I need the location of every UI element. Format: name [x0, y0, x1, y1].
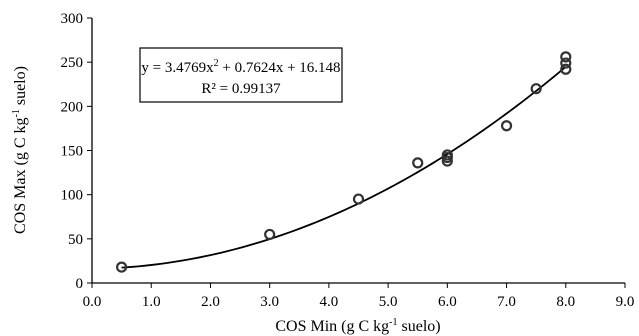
trendline	[121, 66, 567, 269]
trend-equation-box: y = 3.4769x2 + 0.7624x + 16.148 R² = 0.9…	[139, 47, 343, 103]
data-point	[530, 83, 542, 95]
y-tick-label: 50	[68, 232, 83, 248]
x-tick-label: 2.0	[201, 294, 220, 310]
r-squared: R² = 0.99137	[201, 81, 281, 97]
trend-equation: y = 3.4769x2 + 0.7624x + 16.148	[141, 58, 340, 76]
x-tick-label: 4.0	[320, 294, 339, 310]
x-tick-label: 8.0	[556, 294, 575, 310]
y-axis-title: COS Max (g C kg-1 suelo)	[11, 66, 29, 234]
data-point	[264, 228, 276, 241]
y-tick-label: 0	[76, 276, 84, 292]
x-tick-label: 3.0	[260, 294, 279, 310]
x-tick-label: 7.0	[497, 294, 516, 310]
data-point	[560, 51, 572, 63]
y-tick-label: 250	[61, 55, 84, 71]
data-point	[441, 149, 453, 161]
data-point	[441, 155, 453, 167]
x-axis-title: COS Min (g C kg-1 suelo)	[275, 317, 440, 335]
data-points	[116, 51, 572, 273]
x-axis-ticks: 0.0 1.0 2.0 3.0 4.0 5.0 6.0 7.0 8.0 9.0	[83, 283, 635, 310]
data-point	[352, 193, 365, 205]
x-tick-label: 6.0	[438, 294, 457, 310]
data-point	[560, 57, 572, 69]
x-tick-label: 1.0	[142, 294, 161, 310]
y-tick-label: 100	[61, 188, 84, 204]
x-tick-label: 0.0	[83, 294, 102, 310]
y-tick-label: 200	[61, 99, 84, 115]
x-tick-label: 9.0	[616, 294, 635, 310]
y-tick-label: 150	[61, 144, 84, 160]
data-point	[412, 157, 424, 169]
data-point	[116, 261, 128, 273]
y-tick-label: 300	[61, 11, 84, 27]
y-axis-ticks: 0 50 100 150 200 250 300	[61, 11, 92, 292]
data-point	[560, 63, 572, 75]
x-tick-label: 5.0	[379, 294, 398, 310]
data-point	[500, 120, 513, 132]
